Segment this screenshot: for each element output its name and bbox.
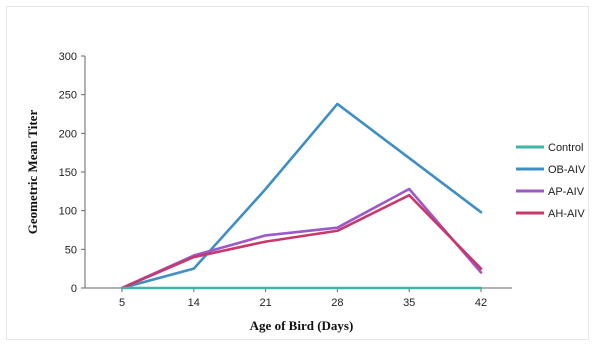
legend-label-control: Control <box>548 142 583 154</box>
legend-label-ah-aiv: AH-AIV <box>548 208 585 220</box>
legend-label-ob-aiv: OB-AIV <box>548 164 586 176</box>
y-axis-label: Geometric Mean Titer <box>25 110 40 235</box>
legend: Control OB-AIV AP-AIV AH-AIV <box>516 142 586 220</box>
y-ticks: 0 50 100 150 200 250 300 <box>59 51 85 295</box>
series-line-ah-aiv <box>120 193 483 290</box>
y-tick-label: 100 <box>59 206 77 218</box>
y-tick-label: 200 <box>59 128 77 140</box>
y-tick-label: 250 <box>59 90 77 102</box>
x-axis-label: Age of Bird (Days) <box>250 318 354 333</box>
legend-label-ap-aiv: AP-AIV <box>548 186 585 198</box>
x-tick-label: 14 <box>188 297 200 309</box>
x-tick-label: 5 <box>119 297 125 309</box>
y-tick-label: 150 <box>59 167 77 179</box>
x-ticks: 5 14 21 28 35 42 <box>119 288 487 309</box>
series-line-ob-aiv <box>120 102 483 290</box>
y-tick-label: 300 <box>59 51 77 63</box>
axes <box>84 56 512 289</box>
y-tick-label: 50 <box>65 244 77 256</box>
x-tick-label: 28 <box>331 297 343 309</box>
series-lines <box>120 102 483 290</box>
x-tick-label: 35 <box>403 297 415 309</box>
chart-frame <box>6 6 589 340</box>
y-tick-label: 0 <box>71 283 77 295</box>
x-tick-label: 42 <box>475 297 487 309</box>
x-tick-label: 21 <box>259 297 271 309</box>
